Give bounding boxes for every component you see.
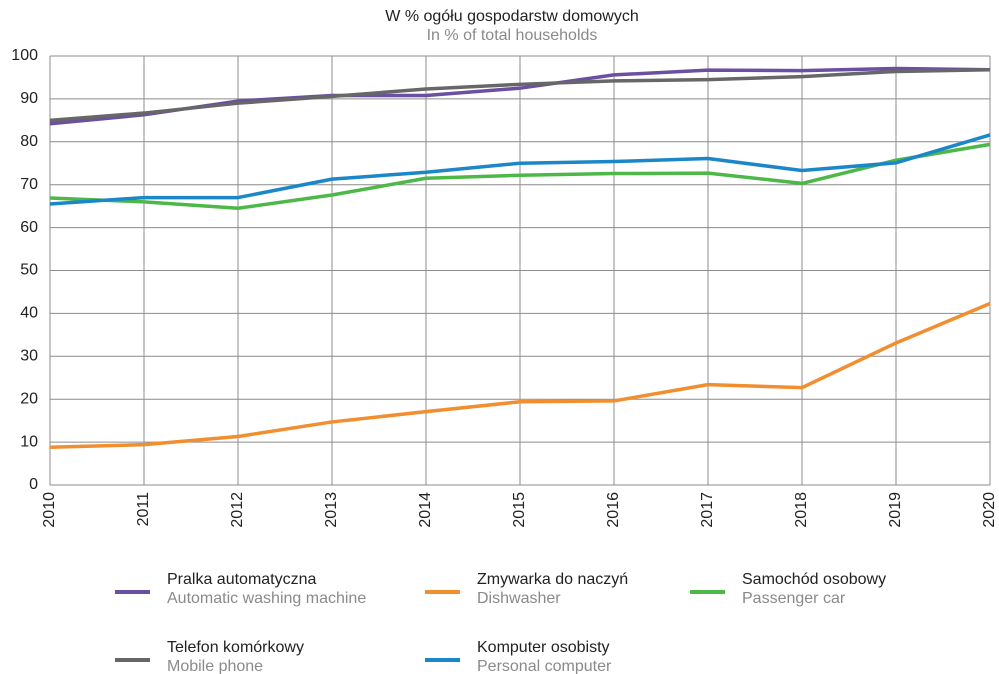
- y-tick-label: 10: [20, 433, 38, 450]
- x-tick-label: 2011: [135, 492, 152, 527]
- y-tick-label: 30: [20, 348, 38, 365]
- legend-label-en: Mobile phone: [167, 658, 263, 674]
- series-line: [49, 142, 991, 211]
- x-tick-label: 2015: [511, 492, 528, 528]
- y-tick-label: 50: [20, 262, 38, 279]
- x-tick-label: 2016: [605, 492, 622, 528]
- y-tick-label: 70: [20, 176, 38, 193]
- series-line: [49, 301, 991, 449]
- legend-label: Samochód osobowy: [742, 571, 886, 588]
- series-line: [49, 133, 991, 206]
- x-tick-label: 2018: [793, 492, 810, 528]
- legend-label-en: Automatic washing machine: [167, 590, 366, 607]
- legend-label-en: Passenger car: [742, 590, 846, 607]
- y-tick-label: 0: [29, 476, 38, 493]
- x-tick-label: 2013: [323, 492, 340, 528]
- legend-label: Pralka automatyczna: [167, 571, 317, 588]
- y-tick-label: 100: [11, 47, 38, 64]
- legend-label-en: Dishwasher: [477, 590, 561, 607]
- chart-subtitle: In % of total households: [427, 27, 598, 44]
- x-tick-label: 2010: [41, 492, 58, 528]
- legend-label: Komputer osobisty: [477, 639, 610, 656]
- legend-label: Zmywarka do naczyń: [477, 571, 628, 588]
- x-tick-label: 2019: [887, 492, 904, 528]
- y-tick-label: 40: [20, 305, 38, 322]
- y-tick-label: 90: [20, 90, 38, 107]
- chart-title: W % ogółu gospodarstw domowych: [385, 8, 638, 25]
- legend-label-en: Personal computer: [477, 658, 612, 674]
- y-tick-label: 80: [20, 133, 38, 150]
- legend-label: Telefon komórkowy: [167, 639, 304, 656]
- x-tick-label: 2014: [417, 492, 434, 528]
- y-tick-label: 20: [20, 390, 38, 407]
- series-line: [49, 67, 991, 123]
- x-tick-label: 2017: [699, 492, 716, 528]
- x-tick-label: 2020: [981, 492, 998, 528]
- y-tick-label: 60: [20, 219, 38, 236]
- x-tick-label: 2012: [229, 492, 246, 528]
